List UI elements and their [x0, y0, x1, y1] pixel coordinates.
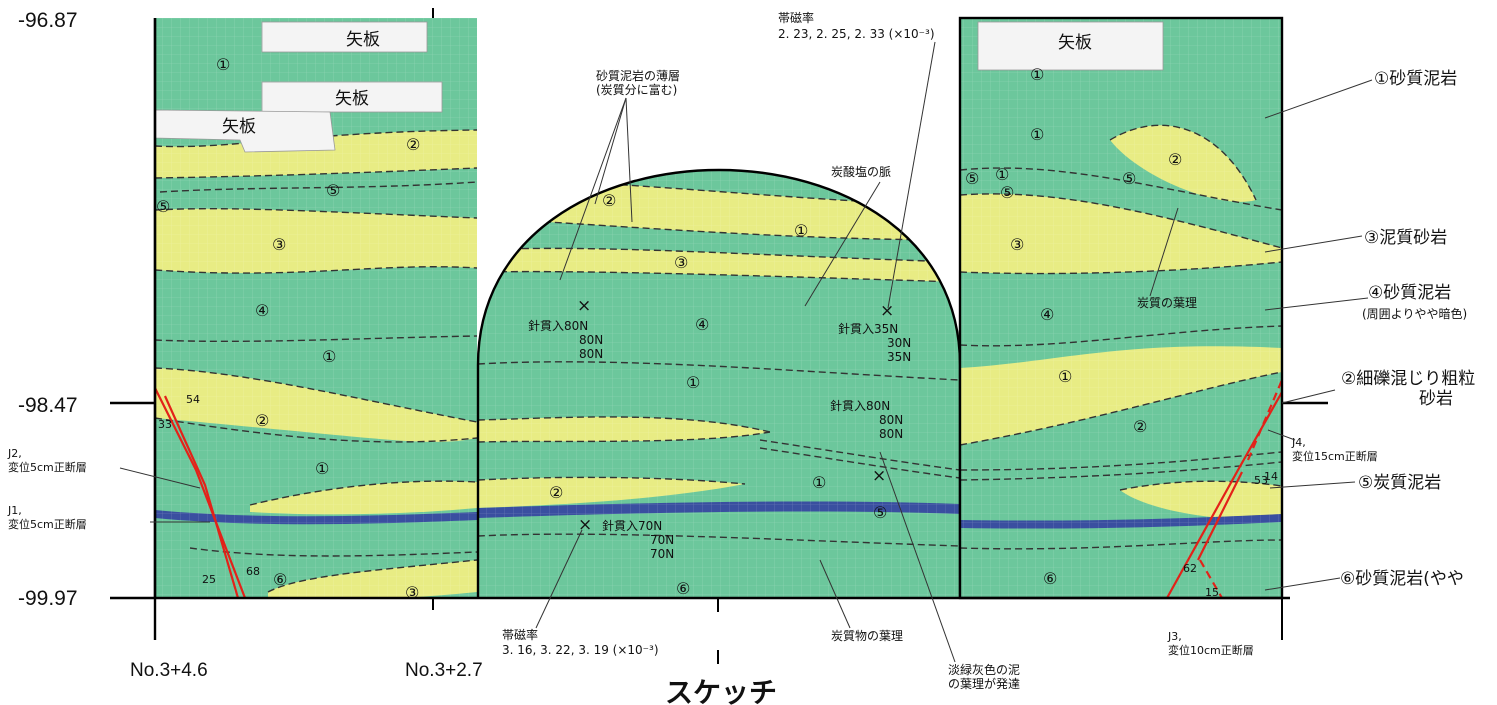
layer-mark: ⑥ — [273, 570, 287, 589]
layer-mark: ② — [406, 135, 420, 154]
needle-point-mark: × — [578, 515, 592, 535]
layer-mark: ⑤ — [1000, 183, 1014, 202]
legend-item: ⑤炭質泥岩 — [1358, 473, 1441, 493]
layer-mark: ① — [322, 347, 336, 366]
legend-item: ②細礫混じり粗粒 — [1341, 369, 1475, 389]
needle-test-label: 針貫入70N — [602, 518, 662, 533]
joint-desc: 変位10cm正断層 — [1168, 643, 1254, 657]
joint-desc: 変位5cm正断層 — [8, 517, 87, 531]
layer-mark: ③ — [674, 253, 688, 272]
needle-test-label: 針貫入80N — [830, 398, 890, 413]
layer-mark: ② — [1168, 150, 1182, 169]
layer-mark: ② — [255, 411, 269, 430]
legend-item: ③泥質砂岩 — [1364, 228, 1447, 248]
layer-mark: ① — [1058, 367, 1072, 386]
layer-mark: ② — [1133, 417, 1147, 436]
legend-item-sub: (周囲よりやや暗色) — [1362, 306, 1467, 321]
layer-mark: ① — [315, 459, 329, 478]
layer-mark: ⑤ — [1122, 169, 1136, 188]
pale-mud-label: 淡緑灰色の泥 — [948, 662, 1020, 677]
magnetic-bottom-values: 3. 16, 3. 22, 3. 19 (×10⁻³) — [502, 643, 659, 657]
layer-mark: ⑤ — [965, 169, 979, 188]
dip-value: 25 — [202, 573, 216, 586]
joint-id: J4, — [1291, 436, 1306, 449]
joint-id: J2, — [7, 447, 22, 460]
layer-mark: ④ — [1040, 305, 1054, 324]
layer-mark: ① — [812, 473, 826, 492]
elevation-top: -96.87 — [18, 9, 78, 32]
left-panel — [155, 18, 477, 598]
layer-mark: ③ — [1010, 235, 1024, 254]
layer-mark: ① — [995, 165, 1009, 184]
joint-desc: 変位5cm正断層 — [8, 460, 87, 474]
legend-item: ④砂質泥岩 — [1368, 283, 1451, 303]
needle-test-value: 80N — [879, 427, 903, 441]
pale-mud-sublabel: の葉理が発達 — [948, 676, 1020, 691]
center-panel — [478, 170, 960, 598]
legend-item-sub: 砂岩 — [1419, 389, 1453, 409]
layer-mark: ① — [216, 55, 230, 74]
elevation-bottom: -99.97 — [18, 587, 78, 610]
needle-test-label: 針貫入35N — [838, 321, 898, 336]
magnetic-top-label: 帯磁率 — [778, 10, 814, 25]
layer-mark: ③ — [405, 583, 419, 602]
layer-mark: ⑥ — [1043, 569, 1057, 588]
sketch-title: スケッチ — [665, 676, 777, 705]
sheet-pile-label: 矢板 — [222, 117, 256, 137]
carbon-lamina-right-label: 炭質の葉理 — [1137, 295, 1197, 310]
thin-layer-label: 砂質泥岩の薄層 — [596, 68, 680, 83]
layer-mark: ① — [794, 221, 808, 240]
thin-layer-sublabel: (炭質分に富む) — [596, 82, 677, 97]
dip-value: 62 — [1183, 562, 1197, 575]
needle-test-value: 80N — [579, 347, 603, 361]
layer-mark: ④ — [695, 315, 709, 334]
layer-mark: ④ — [255, 301, 269, 320]
dip-value: 33 — [158, 418, 172, 431]
layer-mark: ② — [549, 483, 563, 502]
sheet-pile-label: 矢板 — [346, 30, 380, 50]
joint-desc: 変位15cm正断層 — [1292, 449, 1378, 463]
needle-point-mark: × — [872, 466, 886, 486]
dip-value: 53 — [1254, 474, 1268, 487]
magnetic-bottom-label: 帯磁率 — [502, 627, 538, 642]
layer-mark: ① — [1030, 65, 1044, 84]
layer-mark: ② — [602, 191, 616, 210]
dip-value: 15 — [1205, 586, 1219, 599]
needle-test-label: 針貫入80N — [528, 318, 588, 333]
layer-mark: ③ — [272, 235, 286, 254]
layer-mark: ⑤ — [873, 503, 887, 522]
station-center: No.3+2.7 — [405, 660, 483, 681]
needle-test-value: 70N — [650, 533, 674, 547]
layer-mark: ⑤ — [326, 181, 340, 200]
dip-value: 14 — [1264, 470, 1278, 483]
layer-mark: ① — [686, 373, 700, 392]
legend-item: ①砂質泥岩 — [1374, 69, 1457, 89]
legend: ①砂質泥岩 ③泥質砂岩 ④砂質泥岩 (周囲よりやや暗色) ②細礫混じり粗粒 砂岩… — [1264, 69, 1475, 591]
needle-test-value: 30N — [887, 336, 911, 350]
carbonate-vein-label: 炭酸塩の脈 — [831, 164, 891, 179]
layer-mark: ① — [1030, 125, 1044, 144]
needle-test-value: 35N — [887, 350, 911, 364]
sheet-pile-label: 矢板 — [1058, 33, 1092, 53]
station-left: No.3+4.6 — [130, 660, 208, 681]
needle-test-value: 80N — [879, 413, 903, 427]
needle-test-value: 80N — [579, 333, 603, 347]
joint-id: J3, — [1167, 630, 1182, 643]
elevation-mid: -98.47 — [18, 394, 78, 417]
layer-mark: ⑥ — [676, 579, 690, 598]
needle-point-mark: × — [577, 296, 591, 316]
layer-mark: ⑤ — [156, 197, 170, 216]
magnetic-top-values: 2. 23, 2. 25, 2. 33 (×10⁻³) — [778, 27, 935, 41]
sheet-pile-label: 矢板 — [335, 89, 369, 109]
layer-marks: ① ② ⑤ ⑤ ③ ④ ① ② ① ⑥ ③ ② ① ③ ④ ① ② ① ⑤ ⑥ … — [156, 55, 1182, 602]
dip-value: 54 — [186, 393, 200, 406]
needle-test-value: 70N — [650, 547, 674, 561]
dip-value: 68 — [246, 565, 260, 578]
carbon-lamina-bottom-label: 炭質物の葉理 — [831, 628, 903, 643]
legend-item: ⑥砂質泥岩(やや — [1340, 569, 1464, 589]
right-panel — [960, 18, 1282, 598]
needle-point-mark: × — [880, 301, 894, 321]
joint-id: J1, — [7, 504, 22, 517]
